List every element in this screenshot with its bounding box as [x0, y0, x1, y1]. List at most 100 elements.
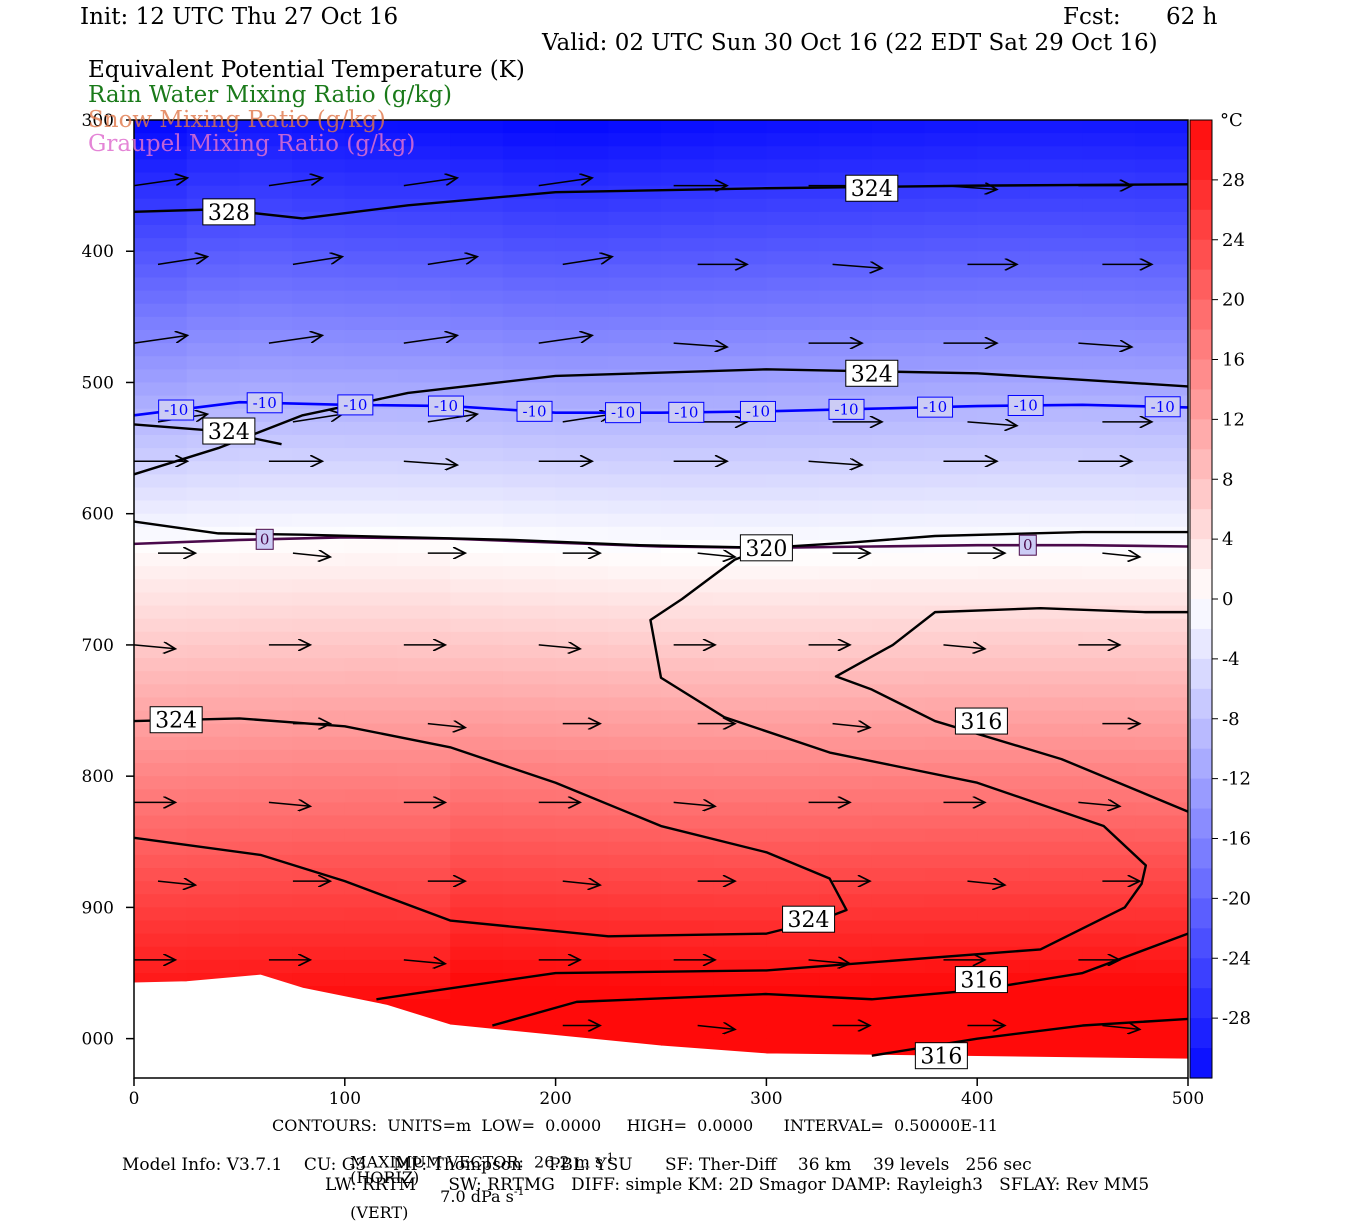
temperature-cell	[766, 277, 820, 292]
theta-e-contour-320	[376, 546, 1148, 1001]
temperature-cell	[397, 264, 451, 279]
temperature-cell	[713, 474, 767, 489]
temperature-cell	[502, 356, 557, 370]
temperature-label-box	[246, 392, 283, 414]
temperature-cell	[1135, 1038, 1188, 1053]
temperature-cell	[239, 474, 293, 489]
temperature-cell	[1082, 828, 1136, 843]
y-tick-label: 500	[82, 373, 114, 393]
temperature-cell	[292, 841, 346, 856]
temperature-cell	[608, 133, 662, 147]
colorbar-band	[1190, 868, 1212, 899]
temperature-cell	[977, 448, 1031, 462]
temperature-cell	[766, 1025, 820, 1040]
temperature-cell	[555, 854, 609, 869]
temperature-cell	[924, 644, 978, 659]
temperature-cell	[1082, 618, 1136, 633]
temperature-cell	[344, 815, 399, 830]
temperature-cell	[397, 671, 451, 685]
temperature-cell	[766, 973, 820, 987]
temperature-cell	[661, 684, 715, 699]
temperature-cell	[713, 723, 767, 738]
temperature-cell	[1082, 395, 1136, 410]
temperature-cell	[1135, 329, 1188, 344]
temperature-cell	[292, 618, 346, 633]
temperature-cell	[924, 461, 978, 475]
temperature-cell	[555, 671, 609, 685]
temperature-cell	[924, 185, 978, 200]
wind-vector	[403, 461, 456, 465]
temperature-cell	[450, 684, 504, 699]
temperature-cell	[713, 933, 767, 948]
temperature-cell	[239, 605, 293, 620]
temperature-cell	[924, 881, 978, 895]
temperature-cell	[713, 316, 767, 331]
temperature-cell	[819, 579, 873, 594]
temperature-cell	[186, 329, 240, 344]
temperature-cell	[819, 224, 873, 239]
temperature-cell	[555, 487, 609, 502]
temperature-cell	[924, 303, 978, 318]
temperature-cell	[502, 973, 557, 987]
temperature-cell	[292, 316, 346, 331]
temperature-cell	[134, 618, 188, 633]
temperature-cell	[134, 959, 188, 974]
temperature-cell	[1082, 802, 1136, 817]
temperature-cell	[555, 395, 609, 410]
colorbar-band	[1190, 209, 1212, 241]
theta-e-label-box	[782, 905, 836, 933]
temperature-cell	[186, 881, 240, 895]
temperature-cell	[555, 697, 609, 712]
temperature-cell	[555, 815, 609, 830]
temperature-cell	[819, 618, 873, 633]
temperature-cell	[186, 789, 240, 804]
temperature-cell	[502, 763, 557, 777]
temperature-cell	[134, 303, 188, 318]
wind-vector	[1102, 553, 1138, 557]
temperature-cell	[1082, 566, 1136, 580]
temperature-cell	[502, 434, 557, 449]
temperature-cell	[713, 277, 767, 292]
temperature-cell	[344, 749, 399, 764]
temperature-cell	[871, 802, 926, 817]
temperature-cell	[661, 421, 715, 436]
colorbar-band	[1190, 1048, 1212, 1079]
temperature-cell	[977, 933, 1031, 948]
temperature-cell	[713, 343, 767, 357]
temperature-cell	[871, 224, 926, 239]
theta-e-label-box	[954, 707, 1008, 735]
temperature-cell	[134, 356, 188, 370]
temperature-cell	[1135, 224, 1188, 239]
contour-labels: -10 -10 -10 -10 -10 -10 -10 -10 -10 -10 -10 -10 0 0 32…	[149, 174, 1181, 1070]
temperature-cell	[397, 710, 451, 725]
wind-vector	[268, 178, 321, 187]
temperature-cell	[1135, 526, 1188, 541]
temperature-cell	[1029, 1012, 1084, 1027]
temperature-cell	[766, 290, 820, 305]
temperature-cell	[1029, 146, 1084, 160]
temperature-cell	[713, 172, 767, 187]
temperature-cell	[1082, 461, 1136, 475]
temperature-cell	[1029, 579, 1084, 594]
temperature-cell	[134, 251, 188, 265]
temperature-cell	[924, 329, 978, 344]
theta-e-label: 328	[208, 201, 250, 226]
temperature-cell	[292, 513, 346, 528]
temperature-cell	[819, 277, 873, 292]
temperature-cell	[397, 776, 451, 790]
temperature-cell	[502, 382, 557, 397]
temperature-cell	[450, 303, 504, 318]
temperature-cell	[134, 526, 188, 541]
temperature-cell	[1135, 1025, 1188, 1040]
temperature-cell	[1135, 461, 1188, 475]
temperature-cell	[1135, 671, 1188, 685]
temperature-cell	[397, 434, 451, 449]
temperature-cell	[1135, 631, 1188, 646]
temperature-cell	[766, 789, 820, 804]
temperature-cell	[608, 1025, 662, 1040]
temperature-cell	[555, 946, 609, 961]
temperature-cell	[608, 120, 662, 134]
temperature-cell	[450, 854, 504, 869]
temperature-cell	[1082, 973, 1136, 987]
temperature-cell	[713, 894, 767, 908]
